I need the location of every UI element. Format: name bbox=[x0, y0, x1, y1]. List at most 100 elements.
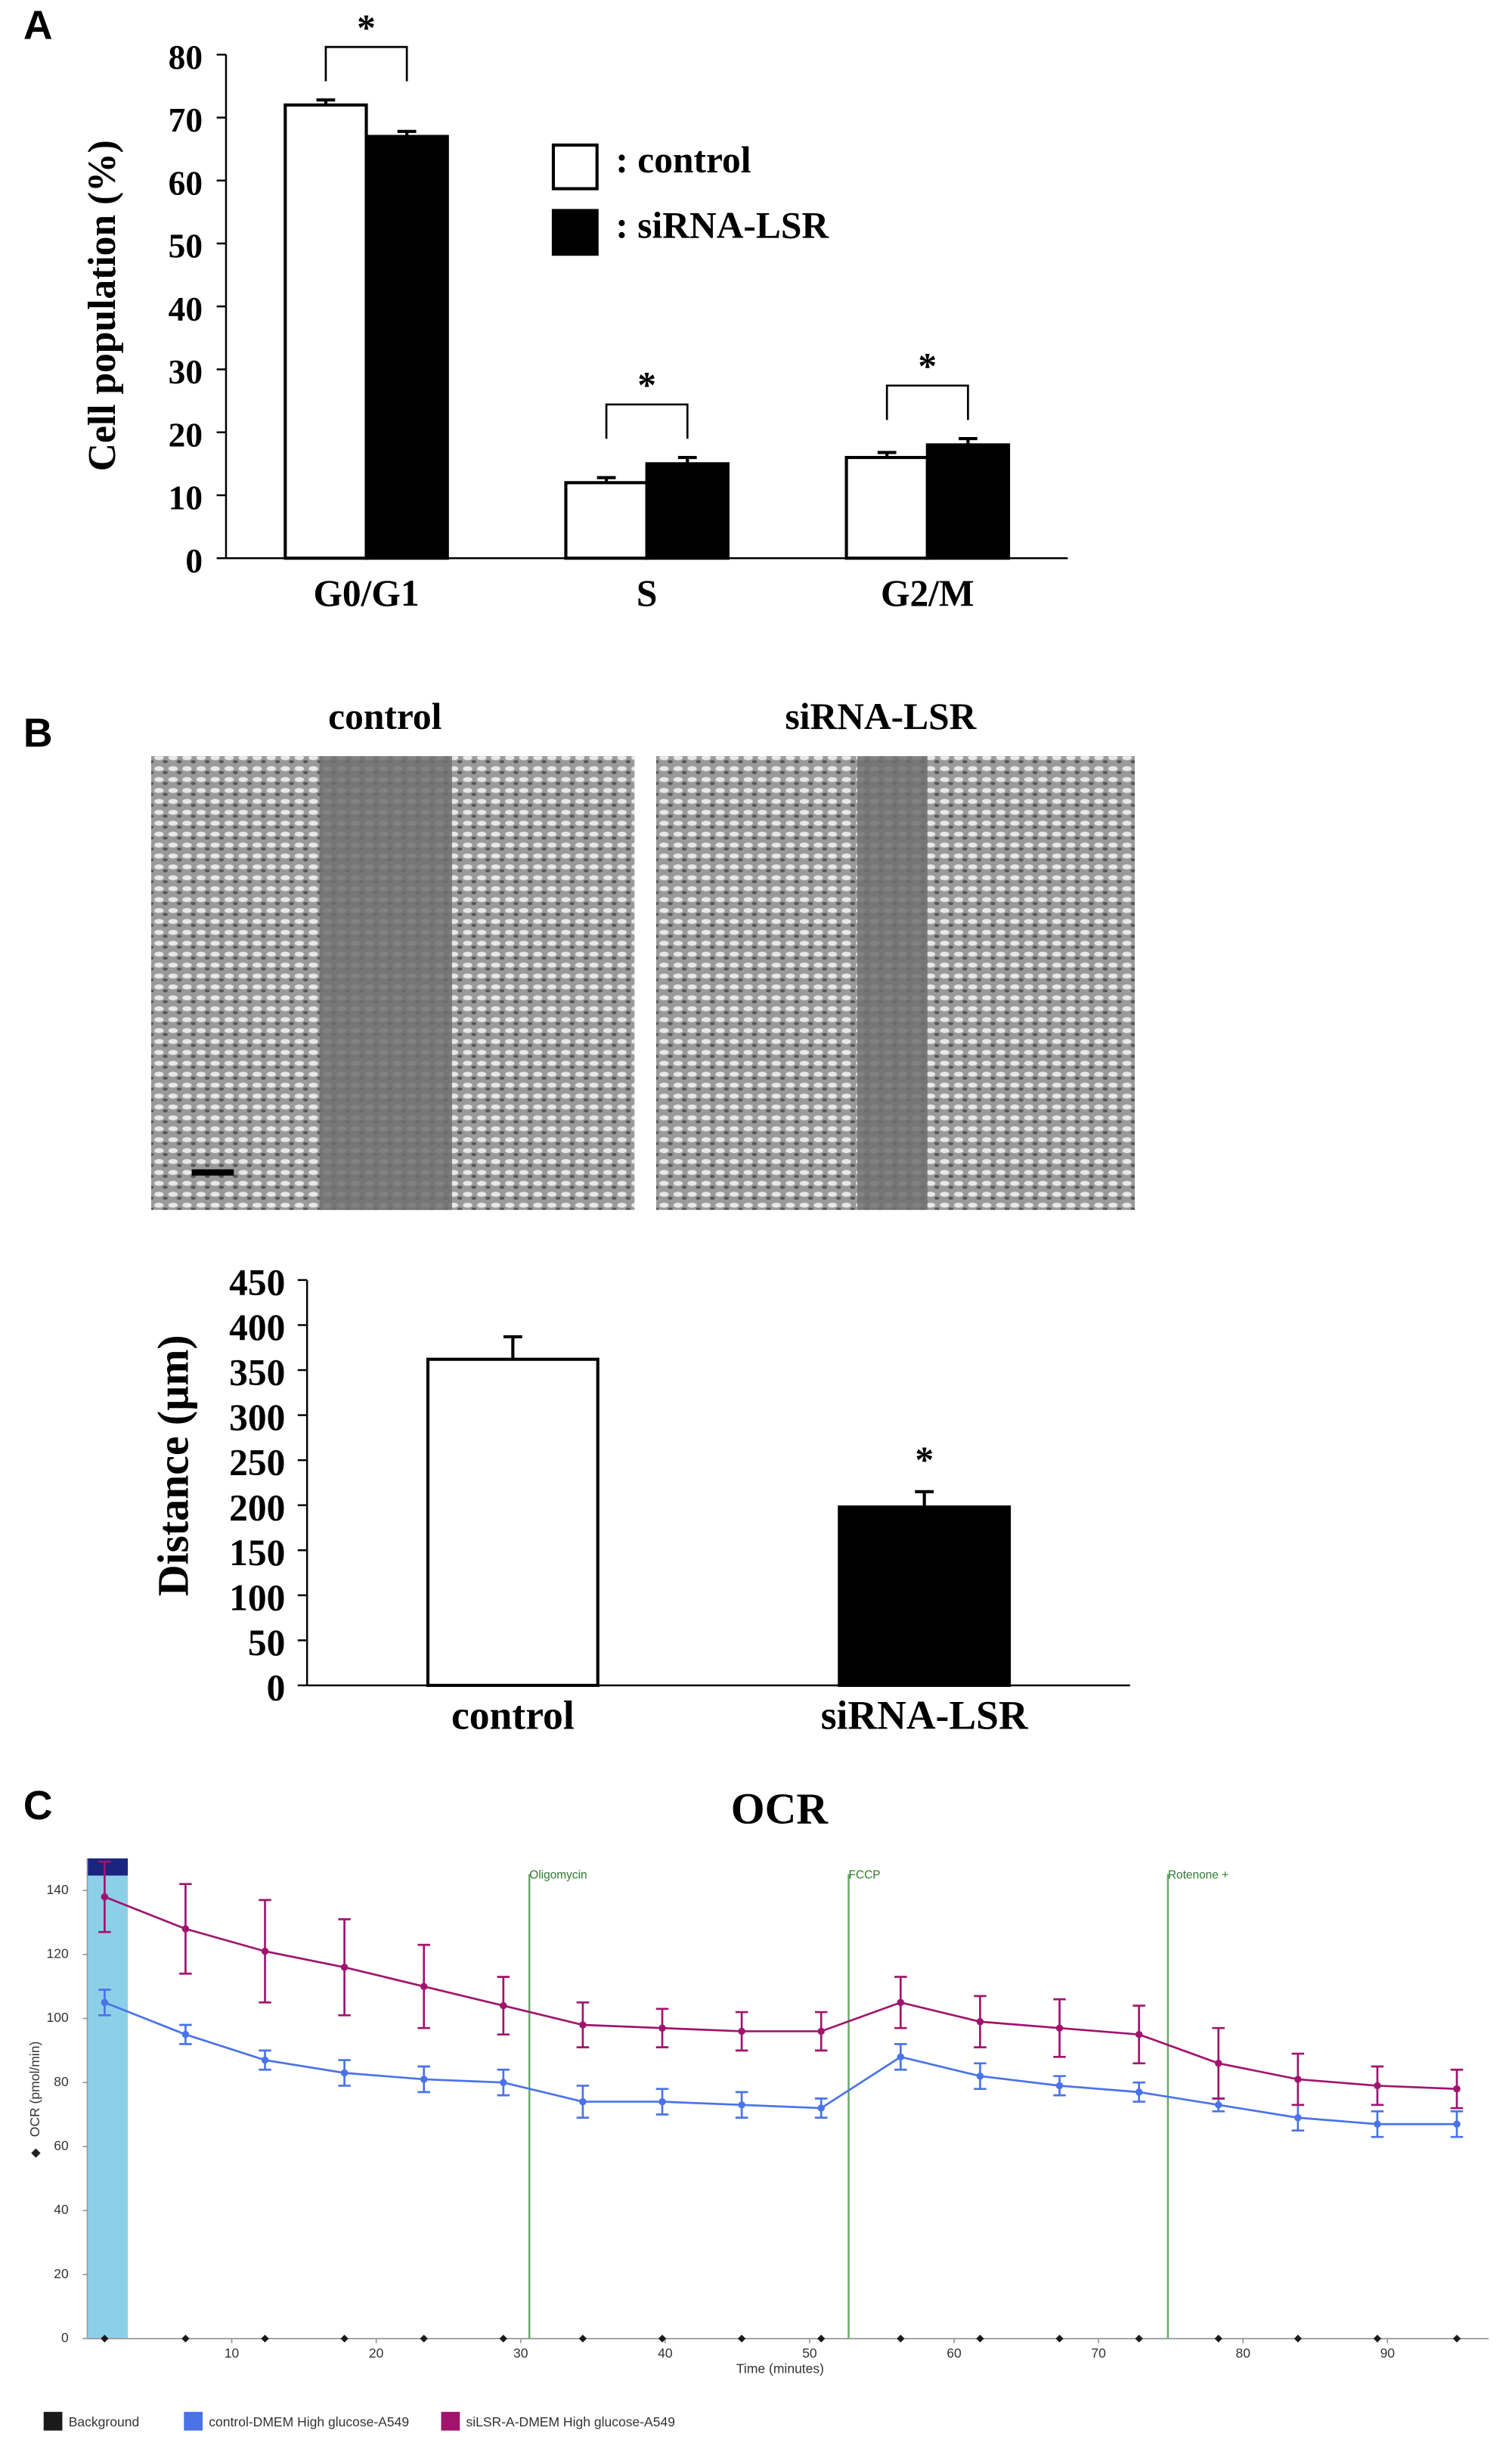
data-point bbox=[737, 2334, 746, 2343]
data-point bbox=[976, 2072, 984, 2080]
data-point bbox=[1055, 2024, 1064, 2032]
legend-swatch bbox=[551, 209, 599, 256]
data-point bbox=[1294, 2076, 1302, 2083]
data-point bbox=[658, 2334, 667, 2343]
bar bbox=[925, 443, 1011, 560]
data-point bbox=[420, 2076, 428, 2083]
data-point bbox=[181, 2030, 190, 2039]
data-point bbox=[738, 2101, 745, 2109]
y-tick-label: 40 bbox=[54, 2202, 69, 2217]
y-tick-label: 30 bbox=[169, 353, 203, 391]
data-point bbox=[181, 1925, 190, 1933]
data-point bbox=[1135, 2088, 1143, 2096]
chart-title: OCR bbox=[731, 1785, 829, 1833]
data-point bbox=[101, 1893, 109, 1901]
image-label: siRNA-LSR bbox=[785, 696, 978, 737]
y-tick-label: 400 bbox=[229, 1307, 285, 1348]
data-point bbox=[500, 2001, 507, 2010]
bar bbox=[838, 1505, 1012, 1688]
y-tick-label: 350 bbox=[229, 1352, 285, 1394]
significance-mark: * bbox=[357, 7, 376, 48]
significance-bracket bbox=[605, 403, 689, 439]
error-bar bbox=[877, 451, 897, 458]
y-tick-label: 60 bbox=[169, 164, 203, 202]
y-tick-label: 50 bbox=[169, 228, 203, 265]
x-tick-label: siRNA-LSR bbox=[821, 1693, 1029, 1738]
data-point bbox=[499, 2334, 507, 2343]
data-point bbox=[579, 2097, 587, 2106]
data-point bbox=[976, 2018, 984, 2026]
data-point bbox=[181, 2334, 190, 2343]
error-bar bbox=[596, 476, 616, 483]
data-point bbox=[101, 1998, 109, 2007]
data-point bbox=[658, 2097, 666, 2106]
data-point bbox=[817, 2104, 825, 2112]
data-point bbox=[1453, 2120, 1461, 2128]
data-point bbox=[261, 2334, 269, 2343]
x-tick-label: 30 bbox=[513, 2345, 528, 2361]
y-tick-label: 10 bbox=[169, 479, 203, 517]
data-point bbox=[897, 1998, 905, 2007]
legend-swatch bbox=[43, 2411, 63, 2431]
bar bbox=[645, 462, 730, 560]
x-tick-label: 90 bbox=[1380, 2345, 1396, 2361]
data-point bbox=[1374, 2082, 1381, 2090]
x-tick-label: 20 bbox=[369, 2345, 384, 2361]
data-point bbox=[340, 2069, 349, 2077]
x-tick-label: G0/G1 bbox=[313, 572, 419, 614]
legend-label: : siRNA-LSR bbox=[615, 205, 829, 246]
data-point bbox=[1214, 2101, 1222, 2109]
y-tick-label: 200 bbox=[229, 1487, 285, 1528]
data-point bbox=[261, 1947, 269, 1955]
micrograph-sirna bbox=[656, 756, 1136, 1211]
panel-label: C bbox=[23, 1783, 53, 1828]
bar bbox=[564, 481, 649, 560]
significance-bracket bbox=[324, 45, 408, 82]
significance-mark: * bbox=[637, 364, 656, 406]
y-tick-label: 100 bbox=[229, 1577, 285, 1618]
data-point bbox=[340, 2334, 349, 2343]
data-point bbox=[658, 2024, 666, 2032]
y-tick-label: 70 bbox=[169, 101, 203, 139]
legend-label: siLSR-A-DMEM High glucose-A549 bbox=[466, 2414, 674, 2429]
data-point bbox=[420, 2334, 428, 2343]
data-point bbox=[340, 1964, 349, 1971]
significance-bracket bbox=[885, 384, 969, 420]
y-tick-label: 20 bbox=[54, 2266, 69, 2281]
y-tick-label: 100 bbox=[46, 2010, 68, 2025]
y-tick-label: 450 bbox=[229, 1261, 285, 1303]
data-point bbox=[579, 2021, 587, 2029]
error-bar bbox=[915, 1490, 934, 1508]
image-label: control bbox=[328, 696, 442, 737]
y-tick-label: 0 bbox=[267, 1667, 286, 1709]
background-band bbox=[87, 1858, 129, 2339]
data-point bbox=[1055, 2082, 1064, 2090]
injection-label: Rotenone + bbox=[1168, 1869, 1228, 1882]
data-point bbox=[1294, 2114, 1302, 2122]
series-line bbox=[104, 1896, 1458, 2090]
bar bbox=[284, 103, 368, 560]
legend-swatch bbox=[184, 2411, 203, 2431]
legend-label: Background bbox=[69, 2414, 139, 2429]
x-tick-label: control bbox=[451, 1693, 575, 1738]
x-axis-label: Time (minutes) bbox=[736, 2361, 824, 2376]
x-tick-label: 70 bbox=[1091, 2345, 1106, 2361]
y-tick-label: 40 bbox=[169, 290, 203, 328]
significance-mark: * bbox=[915, 1439, 934, 1480]
panel-label: A bbox=[23, 2, 53, 48]
panel-label: B bbox=[23, 710, 53, 755]
data-point bbox=[1374, 2120, 1381, 2128]
x-tick-label: G2/M bbox=[881, 572, 974, 614]
data-point bbox=[500, 2079, 507, 2086]
y-tick-label: 0 bbox=[61, 2330, 69, 2345]
data-point bbox=[101, 2334, 109, 2343]
data-point bbox=[261, 2056, 269, 2064]
y-tick-label: 80 bbox=[169, 39, 203, 76]
error-bar bbox=[959, 437, 978, 445]
y-tick-label: 60 bbox=[54, 2138, 69, 2153]
data-point bbox=[420, 1983, 428, 1990]
significance-mark: * bbox=[918, 346, 937, 387]
data-point bbox=[1055, 2334, 1064, 2343]
x-tick-label: S bbox=[637, 572, 658, 614]
